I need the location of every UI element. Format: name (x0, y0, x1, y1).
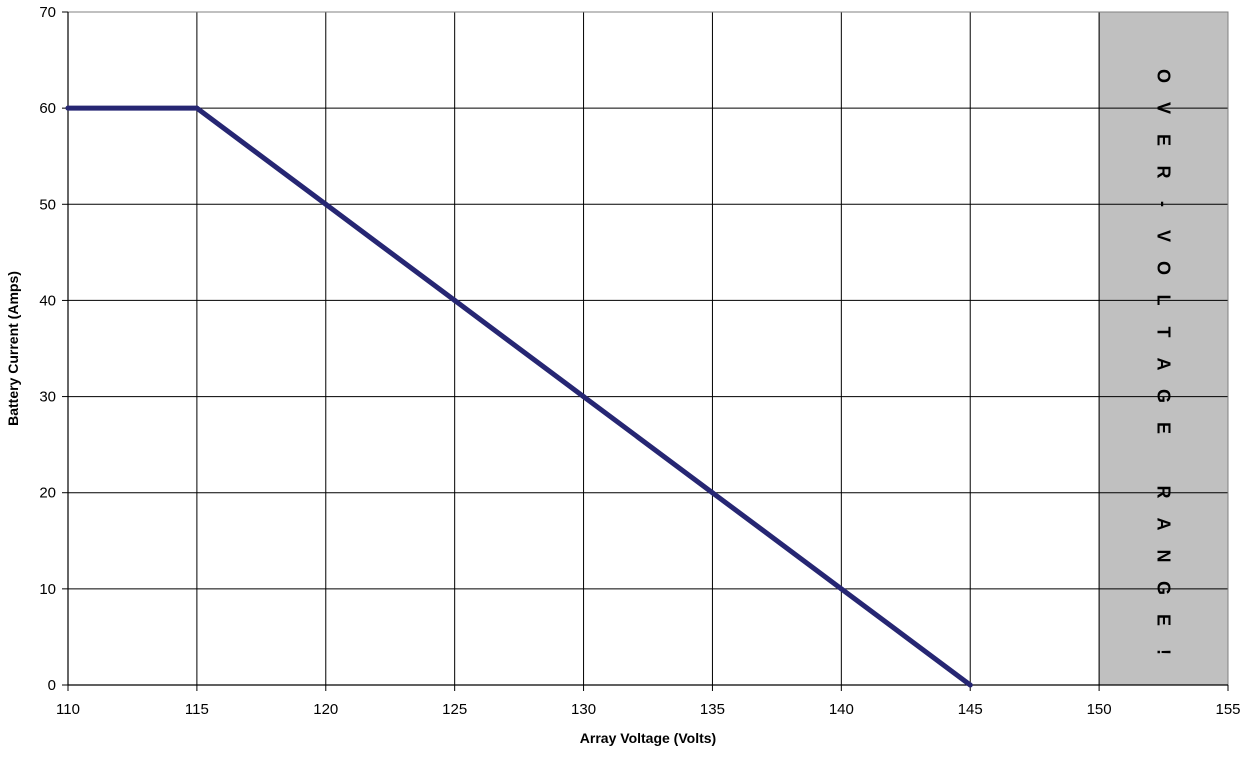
data-point (452, 297, 458, 303)
band-letter: E (1154, 134, 1174, 146)
data-point (967, 682, 973, 688)
x-tick-label: 140 (829, 701, 854, 718)
x-tick-label: 125 (442, 701, 467, 718)
y-tick-label: 30 (39, 389, 56, 406)
x-tick-label: 135 (700, 701, 725, 718)
band-letter: N (1154, 550, 1174, 563)
band-letter: R (1154, 166, 1174, 179)
x-tick-label: 150 (1087, 701, 1112, 718)
data-point (194, 105, 200, 111)
band-letter: V (1154, 230, 1174, 242)
y-tick-label: 60 (39, 100, 56, 117)
x-tick-label: 115 (185, 701, 209, 718)
y-tick-label: 70 (39, 4, 56, 21)
band-letter: T (1154, 327, 1174, 338)
band-letter: R (1154, 486, 1174, 499)
band-letter: E (1154, 422, 1174, 434)
over-voltage-band (1098, 11, 1229, 686)
y-tick-label: 40 (39, 292, 56, 309)
y-axis-title: Battery Current (Amps) (5, 271, 21, 426)
series-layer (65, 105, 973, 688)
x-tick-label: 110 (56, 701, 80, 718)
band-letter: E (1154, 614, 1174, 626)
data-point (838, 586, 844, 592)
y-tick-label: 0 (48, 677, 56, 694)
data-point (709, 490, 715, 496)
tick-labels: 110 115 120 125 130 135 140 145 150 155 0 10 20 30 40 5… (39, 4, 1240, 718)
data-point (581, 394, 587, 400)
series-line (65, 105, 973, 688)
data-point (65, 105, 71, 111)
band-letter: O (1154, 261, 1174, 275)
x-tick-label: 155 (1215, 701, 1240, 718)
band-letter: ! (1154, 649, 1174, 655)
x-tick-label: 145 (958, 701, 983, 718)
y-tick-label: 10 (39, 581, 56, 598)
y-tick-label: 20 (39, 485, 56, 502)
data-point (323, 201, 329, 207)
band-letter: G (1154, 389, 1174, 403)
band-letter: O (1154, 69, 1174, 83)
x-axis-title: Array Voltage (Volts) (580, 730, 716, 746)
band-letter: A (1154, 358, 1174, 371)
y-tick-label: 50 (39, 196, 56, 213)
axes (62, 11, 1229, 691)
band-letter: G (1154, 581, 1174, 595)
x-tick-label: 130 (571, 701, 596, 718)
x-tick-label: 120 (313, 701, 338, 718)
band-letter: A (1154, 518, 1174, 531)
